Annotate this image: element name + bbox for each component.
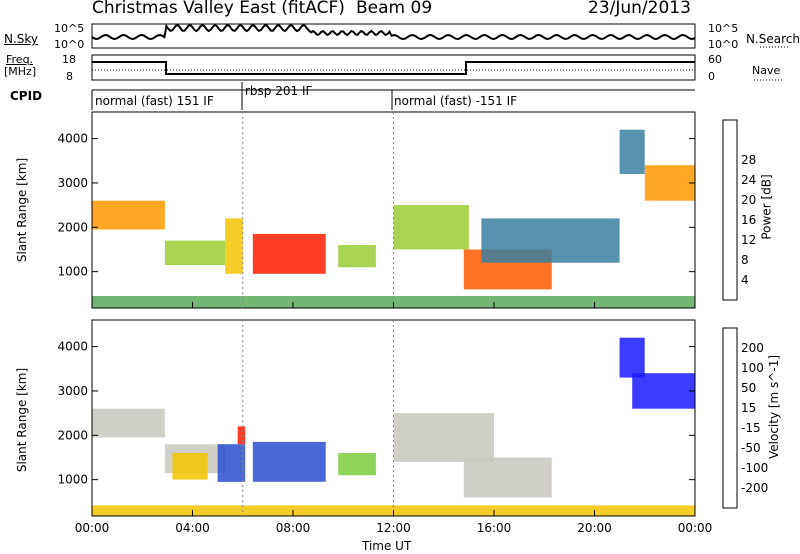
scatter-region-1-9: [632, 373, 695, 409]
colorbar-tick-1-3: 15: [741, 401, 756, 415]
scatter-region-1-3: [217, 444, 246, 482]
xaxis-label: Time UT: [362, 539, 412, 553]
nsky-label: N.Sky: [4, 32, 39, 46]
time-axis: 00:00 04:00 08:00 12:00 16:00 20:00 00:00: [75, 302, 713, 535]
beam-label: Beam 09: [356, 0, 433, 18]
ytick-label-0-3: 4000: [57, 132, 88, 146]
colorbar-tick-1-6: -100: [741, 461, 768, 475]
velocity-ylabel: Slant Range [km]: [15, 367, 30, 473]
scatter-region-1-10: [619, 337, 645, 378]
nave-top-tick: 60: [708, 53, 722, 66]
colorbar-tick-1-7: -200: [741, 481, 768, 495]
power-ylabel: Slant Range [km]: [15, 157, 30, 263]
nsky-strip-frame: [91, 23, 696, 49]
nsky-top-tick: 10^5: [54, 22, 85, 35]
scatter-region-0-2: [225, 218, 243, 274]
scatter-region-0-1: [164, 240, 226, 265]
cpid-segment-1: normal (fast) 151 IF: [95, 94, 214, 108]
scatter-region-0-4: [338, 245, 376, 268]
freq-unit: [MHz]: [4, 65, 37, 78]
colorbar-tick-0-5: 24: [741, 173, 756, 187]
nave-label: Nave: [752, 64, 781, 77]
nsky-bottom-tick: 10^0: [54, 38, 85, 51]
velocity-colorbar-label: Velocity [m s^-1]: [767, 354, 782, 460]
xtick-label-3: 12:00: [376, 521, 411, 535]
colorbar-tick-0-4: 20: [741, 193, 756, 207]
colorbar-tick-0-1: 8: [741, 253, 749, 267]
scatter-region-1-8: [463, 457, 552, 498]
xtick-label-1: 04:00: [175, 521, 210, 535]
colorbar-tick-1-2: 50: [741, 381, 756, 395]
freq-top-tick: 18: [62, 53, 76, 66]
ytick-label-0-1: 2000: [57, 220, 88, 234]
cpid-label: CPID: [10, 89, 43, 103]
date-label: 23/Jun/2013: [588, 0, 691, 18]
scatter-region-1-7: [393, 413, 494, 462]
scatter-region-0-0: [92, 200, 165, 230]
freq-bottom-tick: 8: [66, 70, 73, 83]
cpid-segment-2: rbsp 201 IF: [245, 84, 313, 98]
power-colorbar-label: Power [dB]: [759, 174, 774, 240]
ytick-label-0-2: 3000: [57, 176, 88, 190]
colorbar-tick-1-4: -15: [741, 421, 761, 435]
chart-title: Christmas Valley East (fitACF): [92, 0, 345, 18]
velocity-panel: 1000 2000 3000 4000 200 100 50 15 -15 -50 -100 -200: [57, 319, 768, 517]
scatter-region-1-6: [338, 453, 376, 476]
scatter-region-1-4: [237, 426, 246, 445]
xtick-label-6: 00:00: [678, 521, 713, 535]
scatter-region-0-3: [252, 233, 326, 274]
nsearch-top-tick: 10^5: [708, 22, 739, 35]
colorbar-tick-1-0: 200: [741, 341, 764, 355]
power-panel: 1000 2000 3000 4000 4 8 12 16 20 24 28: [57, 111, 756, 309]
scatter-region-1-0: [92, 408, 165, 438]
nsearch-bottom-tick: 10^0: [708, 38, 739, 51]
ytick-label-1-0: 1000: [57, 473, 88, 487]
colorbar-tick-0-0: 4: [741, 273, 749, 287]
colorbar-tick-1-1: 100: [741, 361, 764, 375]
colorbar-tick-1-5: -50: [741, 441, 761, 455]
xtick-label-2: 08:00: [276, 521, 311, 535]
scatter-region-0-7: [481, 218, 620, 263]
scatter-region-0-9: [619, 129, 645, 174]
cpid-segment-3: normal (fast) -151 IF: [394, 94, 518, 108]
ytick-label-1-2: 3000: [57, 384, 88, 398]
ytick-label-1-3: 4000: [57, 340, 88, 354]
colorbar-frame-1: [722, 327, 738, 509]
colorbar-tick-0-3: 16: [741, 213, 756, 227]
nsearch-label: N.Search: [746, 32, 800, 46]
xtick-label-0: 00:00: [75, 521, 110, 535]
ytick-label-0-0: 1000: [57, 265, 88, 279]
colorbar-frame-0: [722, 119, 738, 301]
freq-trace: [92, 61, 695, 75]
freq-label: Freq.: [6, 53, 34, 66]
xtick-label-4: 16:00: [477, 521, 512, 535]
colorbar-tick-0-6: 28: [741, 153, 756, 167]
xtick-label-5: 20:00: [577, 521, 612, 535]
nave-bottom-tick: 0: [708, 70, 715, 83]
scatter-region-0-8: [644, 165, 696, 201]
freq-strip-frame: [91, 54, 696, 81]
scatter-region-1-5: [252, 441, 326, 482]
colorbar-tick-0-2: 12: [741, 233, 756, 247]
scatter-region-0-5: [393, 205, 469, 250]
scatter-region-1-2: [172, 453, 208, 480]
ytick-label-1-1: 2000: [57, 428, 88, 442]
nsky-line: [91, 23, 696, 41]
nsky-trace: [91, 23, 696, 41]
